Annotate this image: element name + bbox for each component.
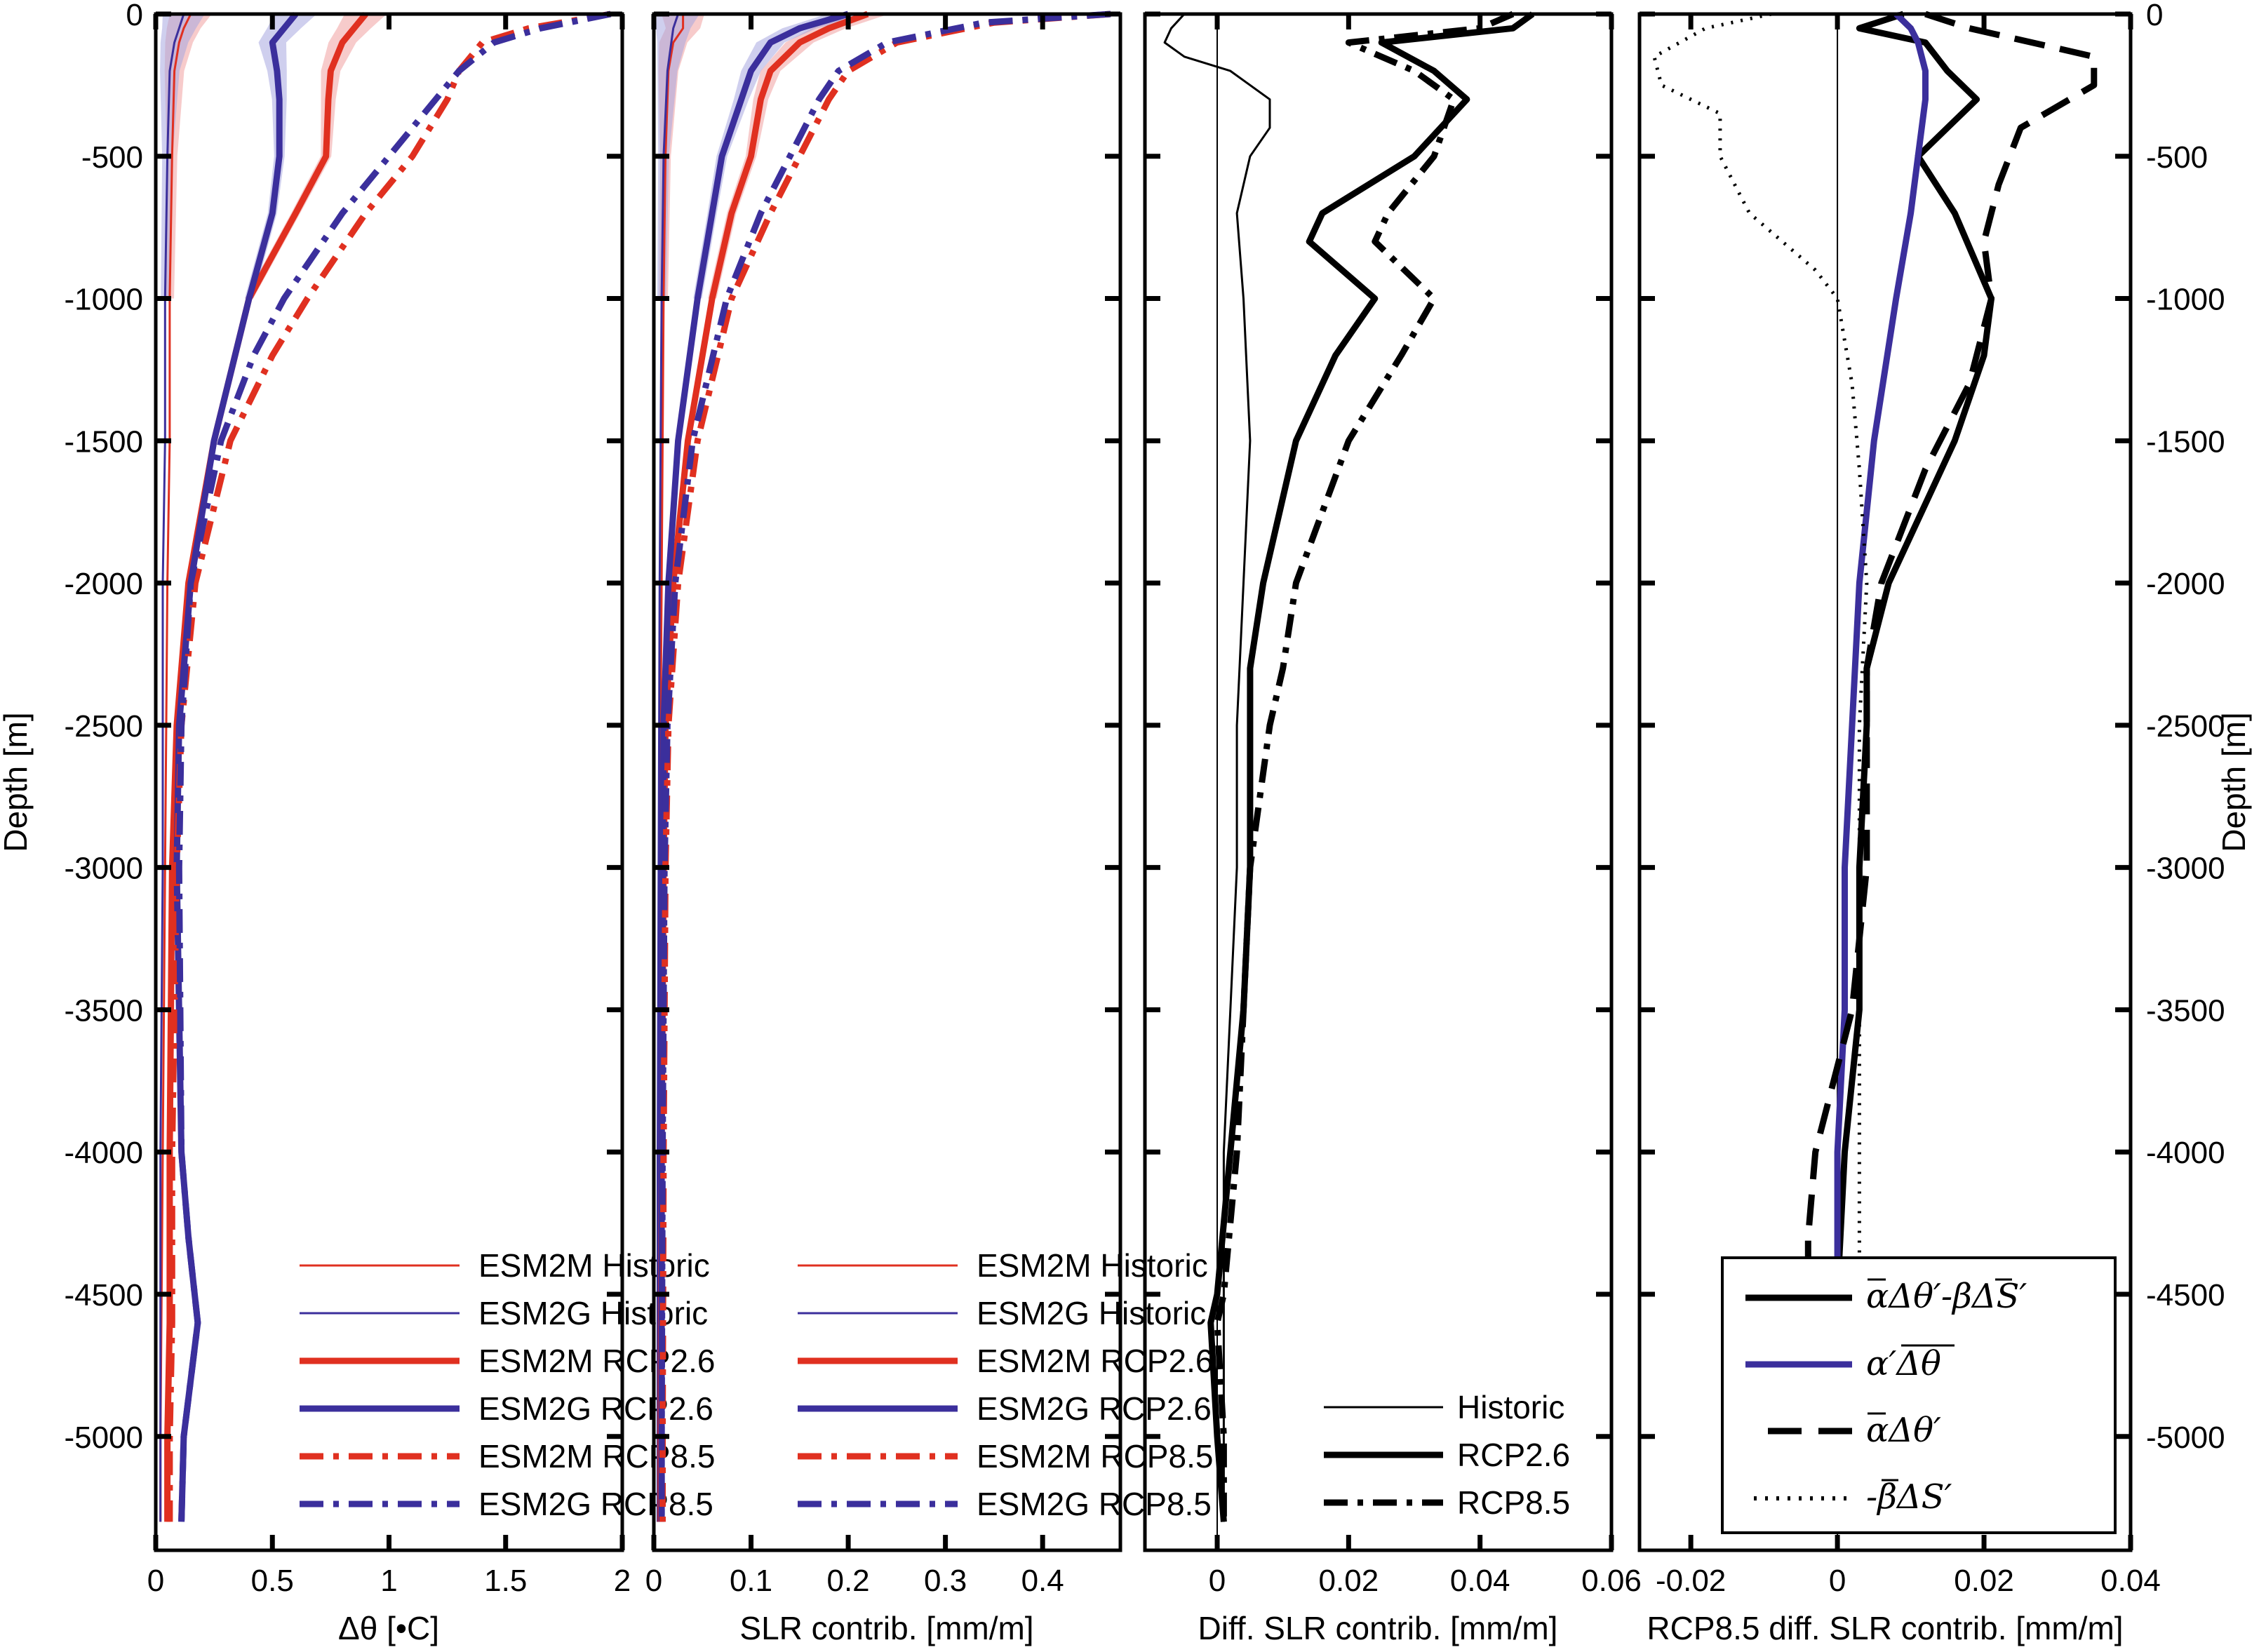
legend-panel2: ESM2M Historic ESM2G Historic ESM2M RCP2.6… xyxy=(798,1247,1213,1522)
legend-label: ESM2M Historic xyxy=(977,1247,1208,1284)
y-tick-label: -3500 xyxy=(64,993,143,1028)
x-tick-label: 0.06 xyxy=(1581,1564,1642,1598)
svg-text:αΔθ′: αΔθ′ xyxy=(1866,1411,1941,1450)
legend-alpha-dtheta-label: αΔθ′ xyxy=(1866,1411,1941,1450)
xlabel-panel1: Δθ [•C] xyxy=(338,1610,439,1646)
x-tick-label: 0 xyxy=(147,1564,164,1598)
y-tick-label: -500 xyxy=(2146,140,2208,175)
series-esm2m-historic xyxy=(159,13,192,1522)
x-tick-label: 0.4 xyxy=(1021,1564,1064,1598)
x-tick-label: 0 xyxy=(1209,1564,1226,1598)
panel-slr-contribution: 0 0.1 0.2 0.3 0.4 SLR contrib. [mm/m] ESM2M … xyxy=(645,11,1213,1646)
legend-panel1: ESM2M Historic ESM2G Historic ESM2M RCP2.6… xyxy=(300,1247,715,1522)
y-tick-label: 0 xyxy=(126,0,143,32)
spread-band-esm2g-historic xyxy=(160,14,205,299)
y-tick-label: -1500 xyxy=(64,424,143,459)
y-tick-label: -4000 xyxy=(2146,1136,2225,1170)
x-tick-label: 0.02 xyxy=(1319,1564,1379,1598)
y-tick-label: -500 xyxy=(81,140,143,175)
legend-label: ESM2G RCP8.5 xyxy=(977,1486,1212,1522)
legend-total-label: αΔθ′-βΔS′ xyxy=(1866,1277,2027,1316)
legend-label: ESM2G RCP2.6 xyxy=(478,1390,713,1427)
svg-text:αΔθ′-βΔS′: αΔθ′-βΔS′ xyxy=(1866,1277,2027,1316)
x-tick-label: 1.5 xyxy=(484,1564,527,1598)
y-tick-label: 0 xyxy=(2146,0,2163,32)
y-tick-label: -5000 xyxy=(64,1421,143,1455)
xlabel-panel4: RCP8.5 diff. SLR contrib. [mm/m] xyxy=(1647,1610,2123,1646)
x-tick-label: 0.04 xyxy=(2100,1564,2161,1598)
series-esm2g-rcp8-5 xyxy=(658,11,1111,1522)
legend-alpha-prime-label: α′Δθ xyxy=(1866,1344,1955,1383)
series-esm2g-historic xyxy=(159,13,185,1522)
xlabel-panel3: Diff. SLR contrib. [mm/m] xyxy=(1198,1610,1558,1646)
x-tick-label: 0.3 xyxy=(924,1564,967,1598)
series-historic xyxy=(1163,13,1271,1522)
y-tick-label: -3000 xyxy=(64,852,143,886)
y-tick-label: -1000 xyxy=(2146,283,2225,317)
svg-text:α′Δθ: α′Δθ xyxy=(1866,1344,1941,1383)
y-tick-label: -1000 xyxy=(64,283,143,317)
x-tick-label: 1 xyxy=(380,1564,397,1598)
legend-label: ESM2G RCP2.6 xyxy=(977,1390,1212,1427)
y-tick-label: -4500 xyxy=(2146,1278,2225,1312)
y-tick-label: -4500 xyxy=(64,1278,143,1312)
y-tick-label: -5000 xyxy=(2146,1421,2225,1455)
legend-label: ESM2G Historic xyxy=(478,1295,708,1331)
svg-text:-βΔS′: -βΔS′ xyxy=(1866,1477,1952,1517)
y-tick-label: -3000 xyxy=(2146,852,2225,886)
x-tick-label: 0.2 xyxy=(826,1564,869,1598)
legend-panel3: Historic RCP2.6 RCP8.5 xyxy=(1324,1389,1570,1521)
legend-label: ESM2M Historic xyxy=(478,1247,710,1284)
xlabel-panel2: SLR contrib. [mm/m] xyxy=(739,1610,1033,1646)
series-beta-ds-prime xyxy=(1652,12,1869,1294)
panel-diff-slr-contribution: 0 0.02 0.04 0.06 Diff. SLR contrib. [mm/m] … xyxy=(1143,11,1642,1646)
x-tick-label: 0.04 xyxy=(1450,1564,1510,1598)
y-tick-label: -2000 xyxy=(64,567,143,601)
y-tick-label: -1500 xyxy=(2146,424,2225,459)
legend-label: Historic xyxy=(1457,1389,1564,1425)
x-tick-label: 2 xyxy=(614,1564,631,1598)
panel-rcp85-decomposition: -0.02 0 0.02 0.04 0 -500 -1000 -1500 -2000 -2500… xyxy=(1637,0,2252,1646)
x-tick-label: 0.1 xyxy=(730,1564,772,1598)
ylabel-right: Depth [m] xyxy=(2215,712,2252,852)
series-alpha-dtheta-prime xyxy=(1804,11,2098,1294)
x-tick-label: 0.02 xyxy=(1954,1564,2014,1598)
y-tick-label: -3500 xyxy=(2146,993,2225,1028)
y-tick-label: -4000 xyxy=(64,1136,143,1170)
series-esm2g-rcp8-5 xyxy=(175,11,612,1522)
y-tick-label: -2500 xyxy=(2146,709,2225,744)
legend-label: ESM2G RCP8.5 xyxy=(478,1486,713,1522)
legend-beta-ds-label: -βΔS′ xyxy=(1866,1477,1952,1517)
x-tick-label: 0.5 xyxy=(251,1564,294,1598)
legend-label: ESM2M RCP8.5 xyxy=(478,1438,715,1475)
series-alpha-prime-dtheta xyxy=(1834,11,1929,1294)
legend-label: ESM2M RCP8.5 xyxy=(977,1438,1213,1475)
y-tick-label: -2500 xyxy=(64,709,143,744)
x-tick-label: 0 xyxy=(645,1564,662,1598)
legend-label: ESM2G Historic xyxy=(977,1295,1206,1331)
series-total xyxy=(1834,11,1995,1295)
x-tick-label: -0.02 xyxy=(1656,1564,1726,1598)
panel-temperature-change: 0 0.5 1 1.5 2 0 -500 -1000 -1500 -2000 -2500 -3000… xyxy=(0,0,715,1646)
y-tick-label: -2000 xyxy=(2146,567,2225,601)
x-tick-label: 0 xyxy=(1829,1564,1846,1598)
legend-label: ESM2M RCP2.6 xyxy=(478,1343,715,1379)
legend-label: RCP8.5 xyxy=(1457,1484,1570,1521)
ylabel-left: Depth [m] xyxy=(0,712,34,852)
legend-panel4: αΔθ′-βΔS′ α′Δθ αΔθ′ -βΔS′ xyxy=(1721,1256,2117,1534)
legend-label: RCP2.6 xyxy=(1457,1437,1570,1473)
series-rcp2-6 xyxy=(1207,11,1535,1522)
series-rcp8-5 xyxy=(1214,11,1515,1522)
legend-label: ESM2M RCP2.6 xyxy=(977,1343,1213,1379)
